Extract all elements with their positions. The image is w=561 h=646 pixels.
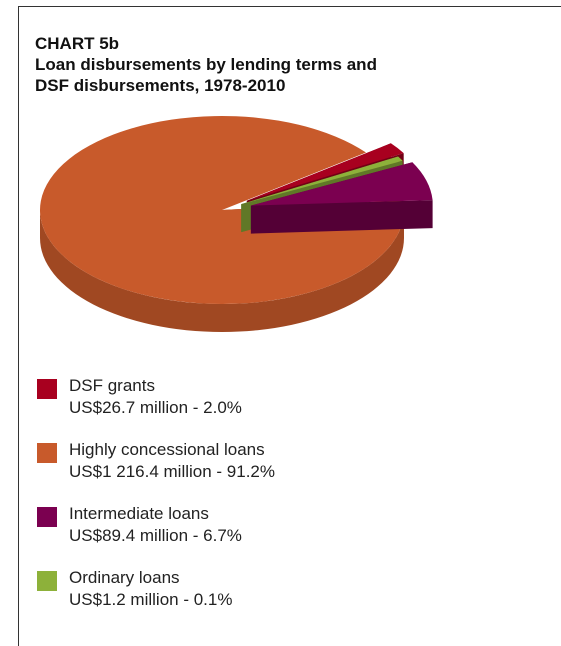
- legend-swatch-dsf-grants: [37, 379, 57, 399]
- chart-frame: [18, 6, 561, 646]
- legend-value-ordinary: US$1.2 million - 0.1%: [69, 590, 233, 609]
- legend-label-intermediate: Intermediate loans: [69, 504, 209, 523]
- chart-title: Loan disbursements by lending terms and …: [35, 55, 377, 95]
- slice-top-intermediate-loans: [250, 162, 433, 206]
- legend-swatch-ordinary: [37, 571, 57, 591]
- legend-value-highly-concessional: US$1 216.4 million - 91.2%: [69, 462, 276, 481]
- slice-top-dsf-grants: [246, 143, 404, 201]
- legend-label-ordinary: Ordinary loans: [69, 568, 180, 587]
- pie-chart: [40, 115, 433, 332]
- slice-top-highly-concessional-loans: [40, 115, 405, 304]
- chart-label: CHART 5b: [35, 34, 120, 53]
- legend-value-intermediate: US$89.4 million - 6.7%: [69, 526, 242, 545]
- legend-swatch-intermediate: [37, 507, 57, 527]
- chart-header: CHART 5b Loan disbursements by lending t…: [35, 33, 395, 96]
- legend-label-dsf-grants: DSF grants: [69, 376, 155, 395]
- legend-swatch-highly-concessional: [37, 443, 57, 463]
- slice-face-intermediate-loans-1: [250, 200, 433, 234]
- slice-side-highly-concessional-loans: [40, 210, 404, 332]
- legend-label-highly-concessional: Highly concessional loans: [69, 440, 265, 459]
- slice-top-ordinary-loans: [241, 156, 403, 205]
- legend-value-dsf-grants: US$26.7 million - 2.0%: [69, 398, 242, 417]
